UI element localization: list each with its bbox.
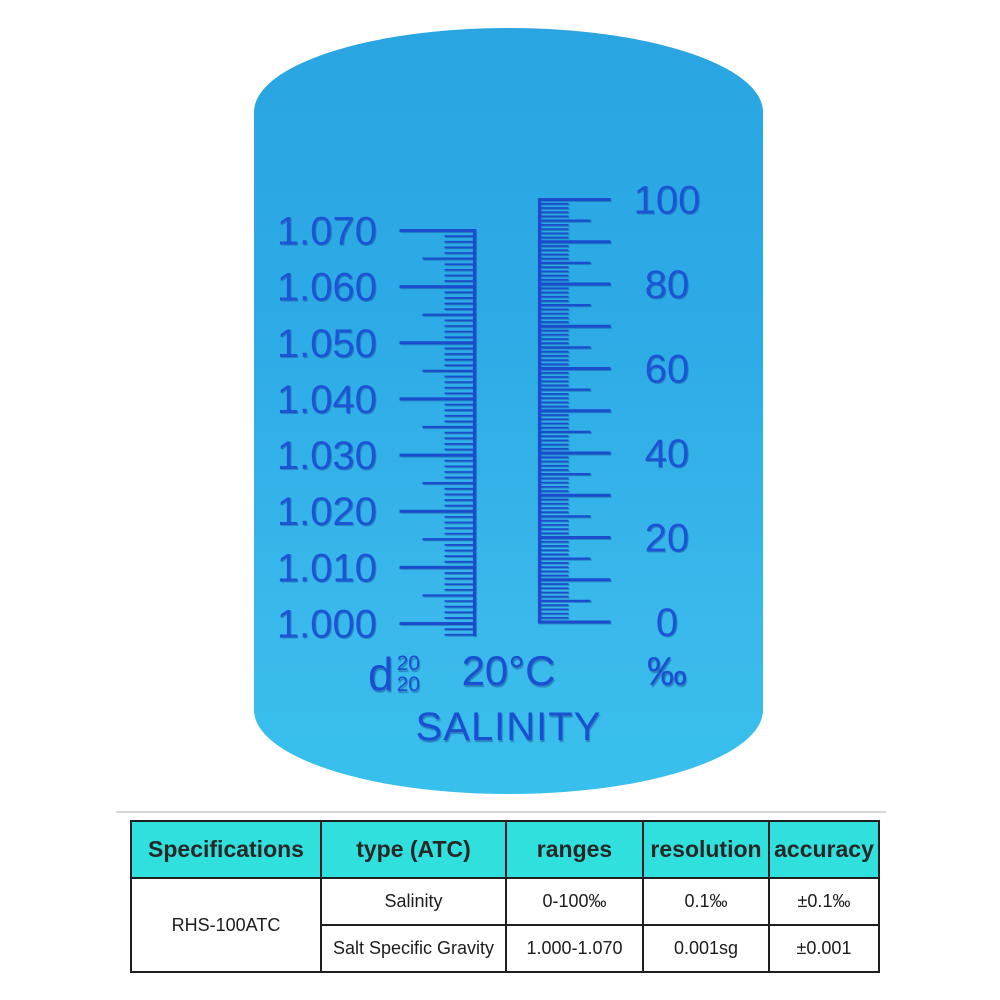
sg-type-cell: Salt Specific Gravity — [320, 924, 507, 973]
specific-gravity-scale-label: 1.010 — [277, 546, 377, 590]
salinity-scale: 100 80 60 40 20 0 — [537, 179, 701, 645]
specific-gravity-scale-label: 1.040 — [277, 378, 377, 422]
salinity-scale-label: 80 — [645, 263, 690, 307]
sg-range-cell: 1.000-1.070 — [505, 924, 644, 973]
specific-gravity-scale-label: 1.000 — [277, 603, 377, 647]
refractometer-lens-view — [254, 28, 763, 794]
salinity-resolution-cell: 0.1‰ — [642, 877, 770, 926]
specific-gravity-scale-label: 1.060 — [277, 266, 377, 310]
divider-line — [116, 811, 886, 813]
salinity-type-cell: Salinity — [320, 877, 507, 926]
density-sup-sub: 20 20 — [397, 653, 420, 695]
salinity-scale-label: 100 — [634, 179, 701, 223]
table-row-salinity: RHS-100ATC Salinity 0-100‰ 0.1‰ ±0.1‰ — [130, 877, 880, 973]
salinity-scale-label: 0 — [656, 601, 678, 645]
model-cell: RHS-100ATC — [130, 877, 322, 973]
specific-gravity-scale-label: 1.070 — [277, 210, 377, 254]
density-symbol-d: d — [368, 648, 394, 700]
density-superscript: 20 — [396, 652, 420, 675]
spec-table-header-row: Specifications type (ATC) ranges resolut… — [130, 820, 880, 879]
permille-unit-label: ‰ — [647, 650, 687, 694]
specific-gravity-scale-label: 1.050 — [277, 322, 377, 366]
salinity-scale-label: 40 — [645, 432, 690, 476]
density-subscript: 20 — [396, 673, 420, 696]
header-specifications: Specifications — [130, 820, 322, 879]
sg-accuracy-cell: ±0.001 — [768, 924, 880, 973]
header-resolution: resolution — [642, 820, 770, 879]
salinity-scale-label: 20 — [645, 517, 690, 561]
temperature-label: 20°C — [461, 647, 556, 694]
salinity-range-cell: 0-100‰ — [505, 877, 644, 926]
spec-table: Specifications type (ATC) ranges resolut… — [130, 820, 880, 973]
salinity-scale-label: 60 — [645, 348, 690, 392]
sg-resolution-cell: 0.001sg — [642, 924, 770, 973]
salinity-accuracy-cell: ±0.1‰ — [768, 877, 880, 926]
salinity-title: SALINITY — [415, 705, 602, 749]
header-type-atc: type (ATC) — [320, 820, 507, 879]
table-row-specific-gravity: Salt Specific Gravity 1.000-1.070 0.001s… — [131, 924, 880, 973]
specific-gravity-scale: 1.070 1.060 1.050 1.040 1.030 1.020 1.010 1.000 — [277, 210, 477, 647]
header-accuracy: accuracy — [768, 820, 880, 879]
header-ranges: ranges — [505, 820, 644, 879]
specific-gravity-scale-label: 1.030 — [277, 434, 377, 478]
specific-gravity-scale-label: 1.020 — [277, 490, 377, 534]
density-notation: d 20 20 — [368, 650, 420, 698]
